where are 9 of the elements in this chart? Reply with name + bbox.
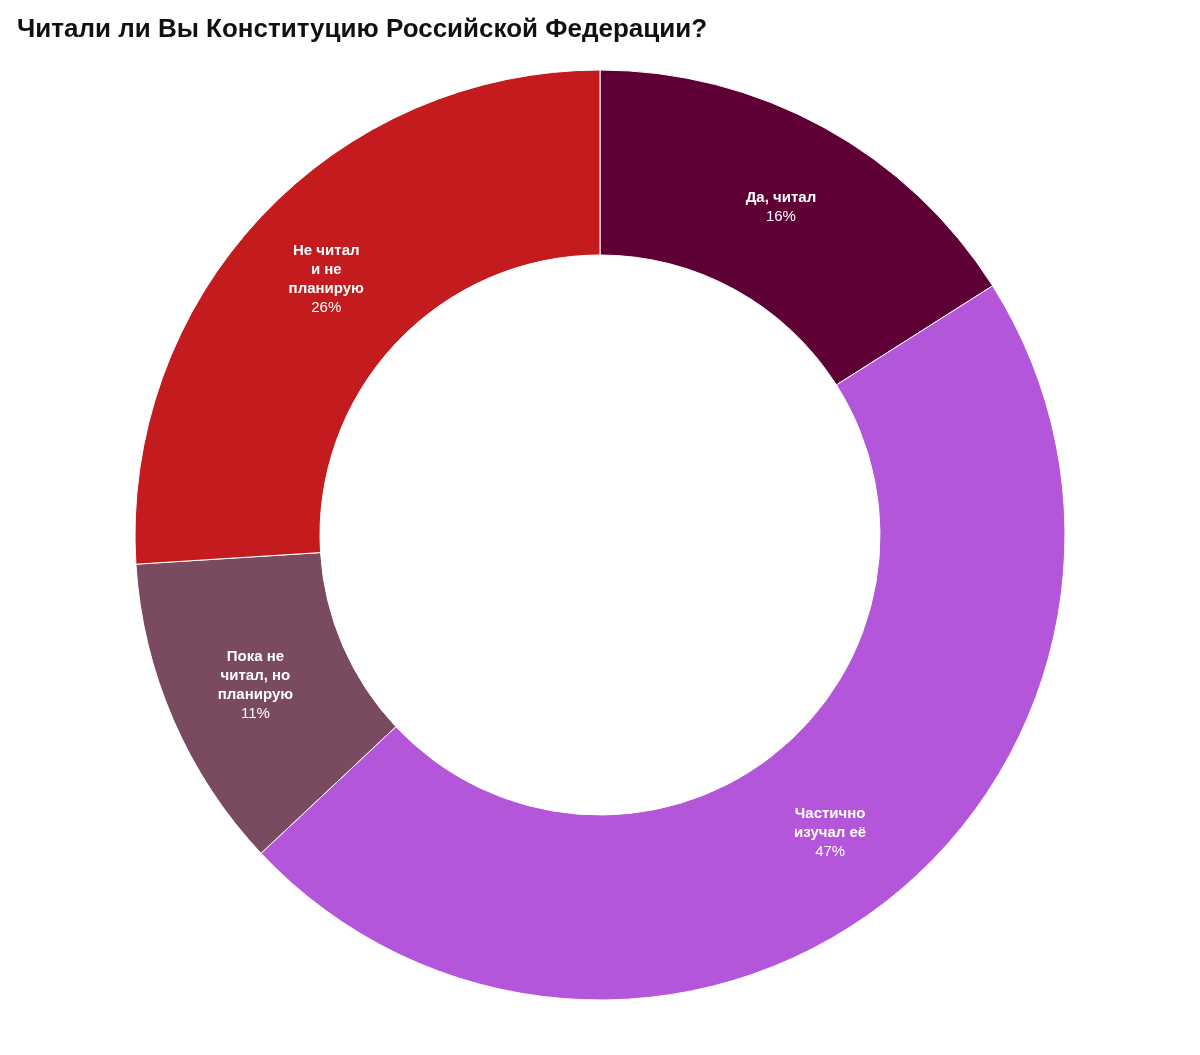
slice-label: Не читал и не планирую <box>288 240 365 296</box>
slice-label: Частично изучал её <box>794 804 867 841</box>
slice-label: Да, читал <box>745 187 817 205</box>
slice-label: Пока не читал, но планирую <box>217 647 294 703</box>
data-label: 47% <box>815 842 846 860</box>
chart-title: Читали ли Вы Конституцию Российской Федерации? <box>17 13 708 43</box>
data-label: 16% <box>765 206 796 224</box>
data-label: 26% <box>311 297 342 315</box>
data-label: 11% <box>240 704 270 722</box>
